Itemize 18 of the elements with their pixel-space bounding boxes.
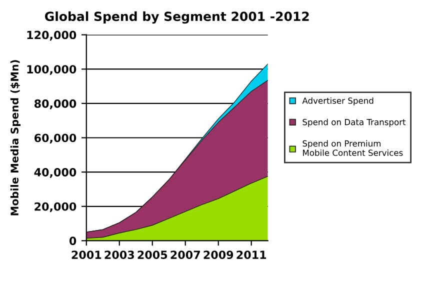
y-tick-label: 120,000: [27, 30, 76, 41]
legend-label: Spend on Premium Mobile Content Services: [302, 140, 403, 156]
legend-label: Advertiser Spend: [302, 97, 374, 106]
x-tick-label: 2007: [170, 250, 200, 260]
y-tick-label: 80,000: [34, 99, 76, 110]
y-axis-title: Mobile Media Spend ($Mn): [10, 60, 21, 216]
legend-label: Spend on Data Transport: [302, 118, 406, 127]
y-tick-label: 20,000: [34, 202, 76, 212]
x-tick-label: 2001: [72, 250, 102, 260]
y-tick-label: 100,000: [27, 65, 76, 75]
y-tick-label: 40,000: [34, 168, 76, 178]
y-tick-label: 0: [69, 236, 76, 246]
chart-title: Global Spend by Segment 2001 -2012: [44, 11, 309, 24]
x-tick-label: 2003: [104, 250, 134, 260]
y-tick-label: 60,000: [34, 134, 76, 144]
x-tick-label: 2011: [236, 250, 266, 260]
x-tick-label: 2009: [204, 250, 234, 260]
x-tick-label: 2005: [138, 250, 168, 260]
